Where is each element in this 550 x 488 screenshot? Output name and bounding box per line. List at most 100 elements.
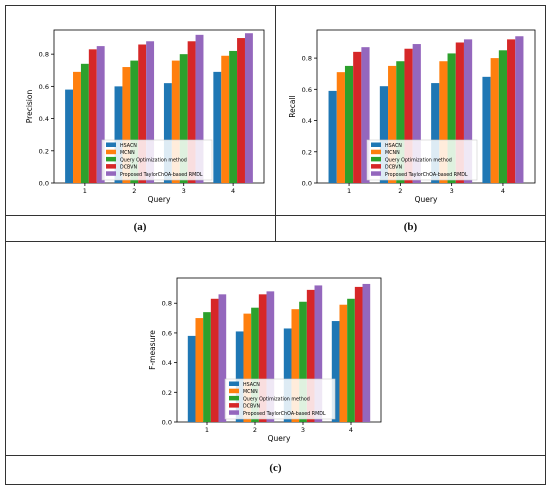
legend-swatch-hsacn (371, 142, 381, 147)
bar-dcbvn-query-2 (404, 48, 413, 183)
legend-swatch-hsacn (106, 142, 116, 147)
bar-mcnn-query-4 (339, 304, 348, 422)
legend-label: Proposed TaylorChOA-based RMDL (120, 172, 203, 178)
precision-chart: 0.0 0.2 0.4 0.6 0.8 1 2 3 4 Query Precision HSACNMC… (25, 29, 265, 204)
row-divider-top (5, 215, 546, 216)
bar-query-optimization-method-query-3 (447, 53, 456, 183)
bar-proposed-taylorchoa-based-rmdl-query-1 (218, 294, 227, 422)
legend-label: MCNN (385, 150, 400, 156)
bar-proposed-taylorchoa-based-rmdl-query-4 (515, 36, 524, 183)
bar-proposed-taylorchoa-based-rmdl-query-3 (463, 39, 473, 184)
legend-swatch-proposed-taylorchoa-based-rmdl (106, 171, 116, 176)
legend-swatch-query-optimization-method (106, 156, 116, 162)
x-tick-label: 3 (182, 187, 186, 195)
legend-label: DCBVN (385, 165, 402, 171)
y-axis-label: Recall (288, 95, 297, 117)
legend (101, 139, 213, 181)
legend-label: HSACN (243, 382, 260, 388)
bar-proposed-taylorchoa-based-rmdl-query-3 (195, 34, 204, 184)
legend-label: DCBVN (120, 165, 137, 171)
bar-query-optimization-method-query-1 (203, 312, 211, 422)
bar-query-optimization-method-query-3 (179, 54, 188, 183)
bar-query-optimization-method-query-4 (347, 298, 355, 422)
bar-proposed-taylorchoa-based-rmdl-query-1 (361, 47, 370, 184)
bar-hsacn-query-4 (331, 321, 340, 422)
bar-hsacn-query-3 (163, 83, 172, 183)
bar-mcnn-query-1 (73, 71, 81, 183)
legend-swatch-dcbvn (371, 164, 381, 169)
x-tick-label: 1 (347, 187, 351, 195)
legend-swatch-proposed-taylorchoa-based-rmdl (229, 410, 239, 415)
y-tick-label: 0.4 (162, 359, 172, 367)
bar-hsacn-query-3 (431, 83, 440, 183)
y-axis-label: Precision (25, 90, 34, 124)
bar-proposed-taylorchoa-based-rmdl-query-4 (362, 283, 371, 422)
y-tick-label: 0.0 (162, 419, 172, 427)
bar-dcbvn-query-3 (187, 41, 196, 183)
bar-mcnn-query-3 (291, 309, 300, 422)
y-tick-label: 0.2 (302, 148, 312, 156)
legend-swatch-mcnn (229, 388, 239, 394)
legend-label: Query Optimization method (385, 157, 452, 163)
y-tick-label: 0.0 (39, 180, 49, 188)
legend-label: MCNN (120, 150, 135, 156)
bar-hsacn-query-2 (114, 86, 123, 183)
legend-label: HSACN (385, 143, 402, 149)
y-tick-label: 0.4 (39, 115, 49, 123)
legend-label: Query Optimization method (243, 396, 310, 402)
bar-mcnn-query-4 (221, 55, 230, 184)
legend-label: Proposed TaylorChOA-based RMDL (385, 172, 468, 178)
bar-query-optimization-method-query-2 (251, 307, 259, 422)
bar-dcbvn-query-4 (237, 38, 245, 184)
legend-label: Proposed TaylorChOA-based RMDL (243, 411, 326, 417)
x-axis-label: Query (268, 434, 291, 443)
y-tick-label: 0.6 (39, 83, 49, 91)
bar-hsacn-query-2 (379, 86, 389, 183)
panel-label-b: (b) (403, 221, 418, 233)
recall-chart: 0.0 0.2 0.4 0.6 0.8 1 2 3 4 Query Recall HSACNMCNNQ… (288, 29, 536, 204)
bar-hsacn-query-3 (283, 328, 292, 422)
legend (366, 139, 478, 181)
bar-hsacn-query-1 (65, 89, 74, 183)
legend-swatch-dcbvn (106, 164, 116, 169)
bar-mcnn-query-3 (439, 61, 448, 184)
legend-swatch-query-optimization-method (371, 156, 381, 162)
bar-mcnn-query-3 (171, 60, 180, 183)
x-tick-label: 2 (398, 187, 402, 195)
bar-dcbvn-query-1 (353, 51, 362, 183)
legend-swatch-dcbvn (229, 403, 239, 408)
x-tick-label: 4 (231, 187, 235, 195)
y-tick-label: 0.2 (162, 389, 172, 397)
x-tick-label: 4 (349, 426, 353, 434)
bar-mcnn-query-4 (490, 58, 499, 184)
panel-label-a: (a) (133, 221, 147, 233)
bar-proposed-taylorchoa-based-rmdl-query-2 (266, 291, 275, 422)
bar-dcbvn-query-4 (507, 39, 516, 184)
y-tick-label: 0.8 (302, 55, 312, 63)
bar-proposed-taylorchoa-based-rmdl-query-3 (314, 285, 323, 422)
legend-swatch-hsacn (229, 381, 239, 386)
x-tick-label: 3 (301, 426, 305, 434)
x-tick-label: 1 (205, 426, 209, 434)
legend-label: DCBVN (243, 404, 260, 410)
x-tick-label: 1 (83, 187, 87, 195)
legend (224, 378, 336, 420)
bar-proposed-taylorchoa-based-rmdl-query-1 (96, 46, 105, 184)
legend-label: HSACN (120, 143, 137, 149)
x-axis-label: Query (148, 195, 171, 204)
y-tick-label: 0.4 (302, 117, 312, 125)
legend-swatch-proposed-taylorchoa-based-rmdl (371, 171, 381, 176)
bar-proposed-taylorchoa-based-rmdl-query-2 (412, 44, 421, 183)
bar-mcnn-query-2 (122, 67, 131, 183)
y-tick-label: 0.8 (162, 300, 172, 308)
bar-proposed-taylorchoa-based-rmdl-query-2 (146, 41, 155, 183)
y-tick-label: 0.0 (302, 180, 312, 188)
bar-dcbvn-query-2 (138, 44, 147, 183)
bar-hsacn-query-4 (213, 71, 222, 183)
bar-dcbvn-query-4 (354, 286, 363, 422)
bar-hsacn-query-1 (187, 335, 196, 422)
bar-dcbvn-query-2 (258, 294, 267, 422)
bar-query-optimization-method-query-1 (344, 65, 354, 183)
x-tick-label: 2 (132, 187, 136, 195)
column-divider (275, 5, 276, 241)
